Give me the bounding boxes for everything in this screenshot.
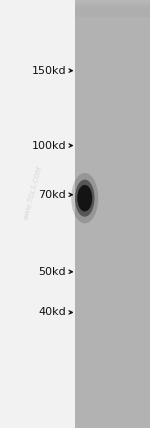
- Bar: [75, 4, 150, 13]
- Bar: [75, 5, 150, 13]
- Text: 70kd: 70kd: [38, 190, 66, 200]
- Bar: [75, 1, 150, 10]
- Bar: [75, 0, 150, 9]
- Bar: [75, 8, 150, 17]
- Bar: [75, 3, 150, 12]
- Bar: [75, 3, 150, 12]
- Bar: [75, 3, 150, 11]
- Bar: [75, 5, 150, 13]
- Bar: [75, 4, 150, 13]
- Ellipse shape: [77, 185, 92, 211]
- Text: www.TGLS.COM: www.TGLS.COM: [23, 165, 43, 220]
- Bar: [75, 6, 150, 14]
- Bar: [75, 2, 150, 11]
- Bar: [75, 0, 150, 9]
- Text: 40kd: 40kd: [38, 307, 66, 318]
- Bar: [75, 2, 150, 10]
- Bar: [75, 4, 150, 12]
- Bar: [75, 3, 150, 11]
- Bar: [75, 7, 150, 16]
- Bar: [75, 7, 150, 15]
- Bar: [75, 1, 150, 10]
- Bar: [75, 5, 150, 14]
- Bar: [75, 3, 150, 11]
- Bar: [75, 5, 150, 14]
- Text: 100kd: 100kd: [31, 140, 66, 151]
- Bar: [75, 8, 150, 17]
- Bar: [75, 2, 150, 10]
- Bar: [75, 6, 150, 15]
- Bar: [75, 6, 150, 15]
- Bar: [75, 6, 150, 14]
- Text: 50kd: 50kd: [38, 267, 66, 277]
- Text: 150kd: 150kd: [31, 65, 66, 76]
- Bar: [75, 0, 150, 428]
- Bar: [75, 6, 150, 15]
- Bar: [75, 2, 150, 10]
- Ellipse shape: [71, 173, 98, 223]
- Bar: [75, 3, 150, 12]
- Bar: [75, 3, 150, 12]
- Bar: [75, 0, 150, 9]
- Bar: [75, 4, 150, 13]
- Bar: [75, 2, 150, 11]
- Bar: [75, 8, 150, 16]
- Bar: [75, 8, 150, 16]
- Bar: [75, 1, 150, 9]
- Bar: [75, 1, 150, 9]
- Bar: [75, 7, 150, 16]
- Bar: [75, 0, 150, 9]
- Bar: [75, 6, 150, 15]
- Bar: [75, 9, 150, 17]
- Bar: [75, 1, 150, 9]
- Bar: [75, 8, 150, 16]
- Ellipse shape: [75, 180, 94, 217]
- Bar: [75, 7, 150, 15]
- Bar: [75, 3, 150, 12]
- Bar: [75, 6, 150, 15]
- Bar: [75, 4, 150, 12]
- Bar: [75, 7, 150, 15]
- Bar: [75, 5, 150, 14]
